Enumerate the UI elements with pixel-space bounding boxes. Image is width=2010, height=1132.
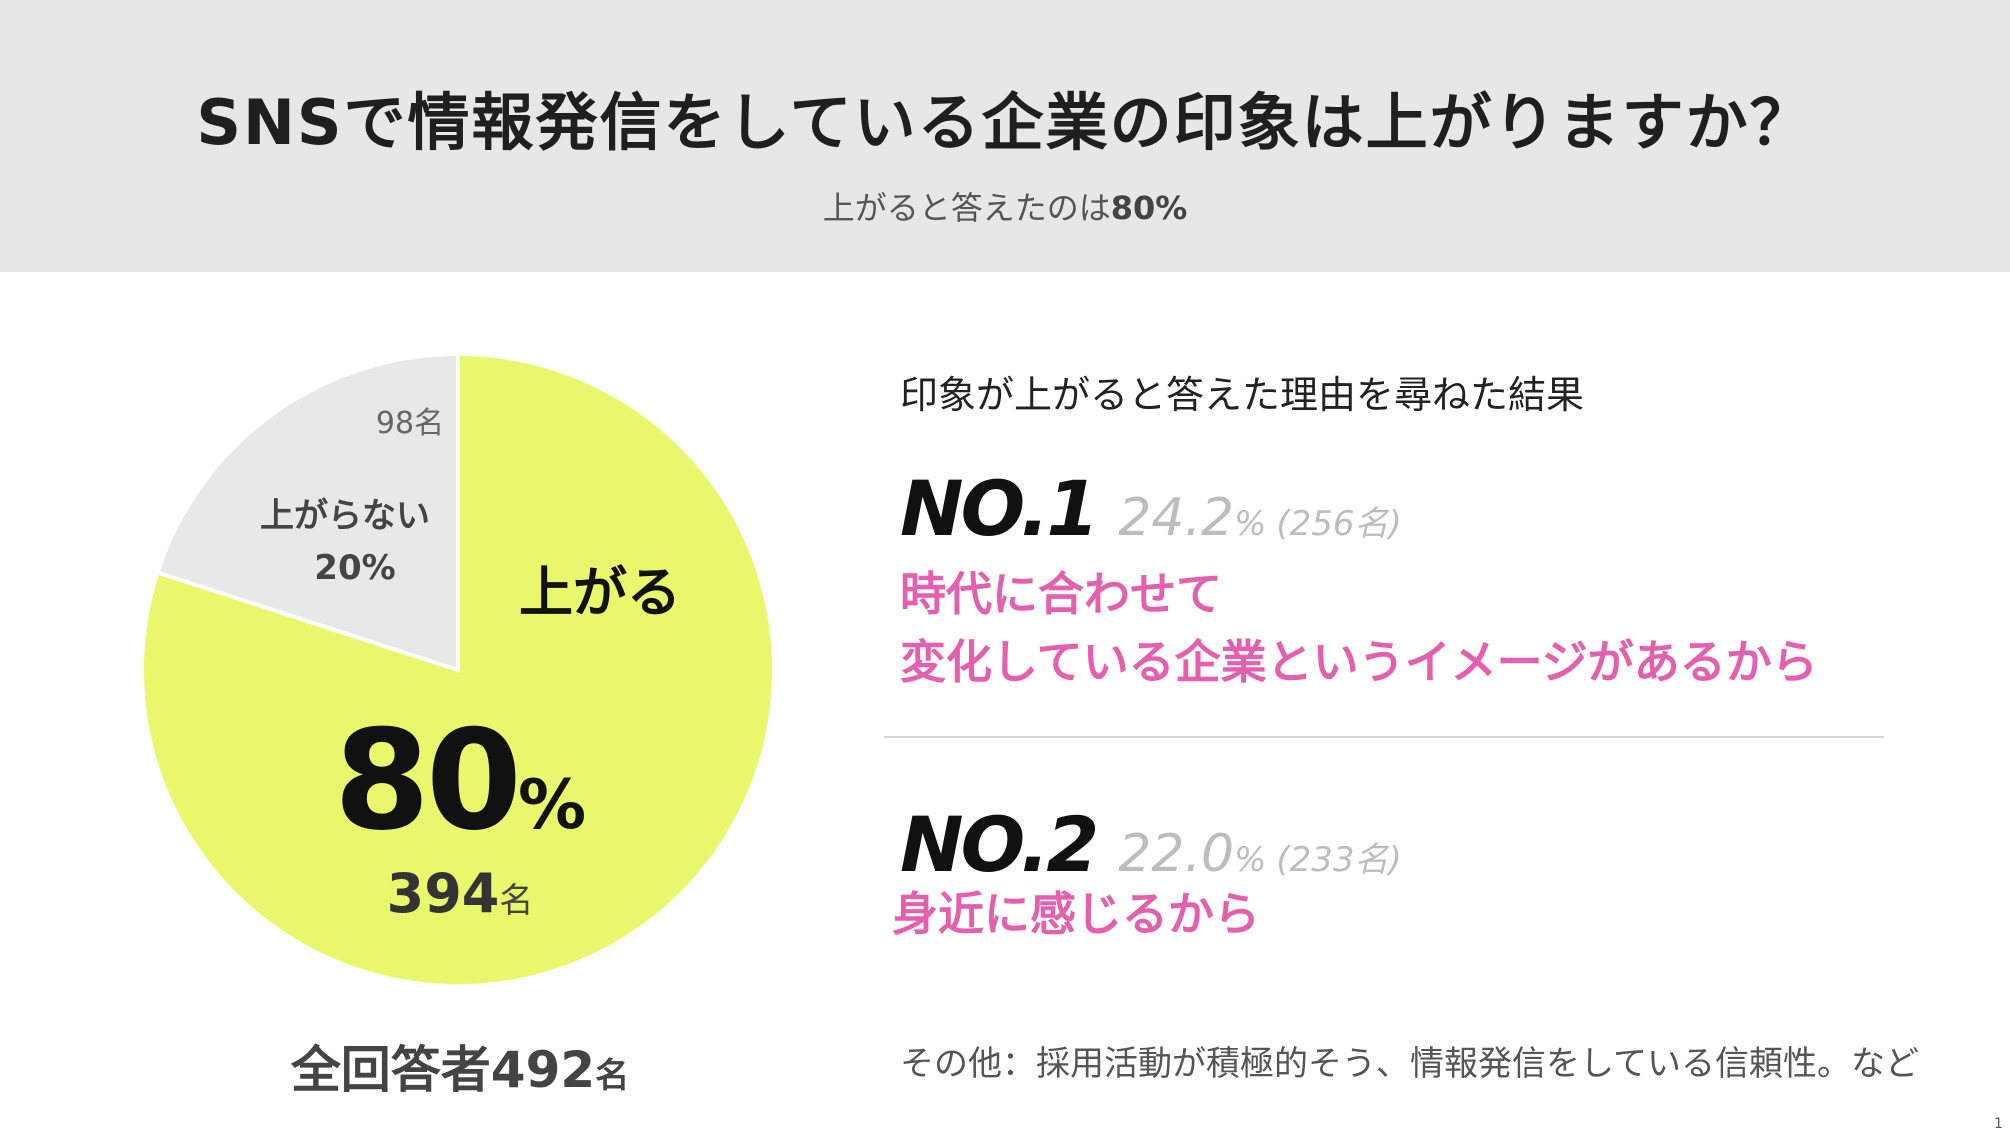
rank-2-count: (233名) [1276, 840, 1402, 880]
total-respondents: 全回答者492名 [200, 1030, 720, 1102]
rank-1-header: NO.1 24.2% (256名) [900, 464, 1402, 553]
page-title: SNSで情報発信をしている企業の印象は上がりますか？ [196, 86, 1814, 159]
rank-2-header: NO.2 22.0% (233名) [900, 800, 1402, 889]
slice-percent-up: 80% [300, 700, 620, 861]
slice-count-not-up: 98名 [375, 406, 445, 441]
subtitle-value: 80% [1110, 189, 1188, 227]
divider [884, 736, 1884, 738]
other-reasons: その他：採用活動が積極的そう、情報発信をしている信頼性。など [900, 1044, 1919, 1084]
rank-2-reason-line-1: 身近に感じるから [892, 887, 1260, 941]
rank-1-reason-line-1: 時代に合わせて [900, 567, 1222, 621]
total-unit: 名 [595, 1056, 630, 1096]
rank-1-reason: 時代に合わせて 変化している企業というイメージがあるから [900, 560, 1818, 696]
percent-unit: % [517, 766, 587, 845]
slice-label-not-up: 上がらない [260, 496, 430, 536]
percent-value: 80 [333, 700, 522, 861]
slice-label-up: 上がる [519, 561, 681, 624]
pie-chart [140, 351, 776, 988]
page-subtitle: 上がると答えたのは80% [0, 183, 2010, 229]
rank-2-reason: 身近に感じるから [892, 880, 1260, 948]
slice-count-up: 394名 [330, 862, 590, 925]
rank-1-count: (256名) [1276, 504, 1402, 544]
header-band: SNSで情報発信をしている企業の印象は上がりますか？ 上がると答えたのは80% [0, 0, 2010, 272]
pie-slice-not-up [154, 351, 460, 673]
count-unit: 名 [499, 881, 534, 921]
rank-2-number: NO.2 [900, 800, 1099, 889]
count-value: 394 [386, 862, 500, 925]
rank-1-number: NO.1 [900, 464, 1099, 553]
rank-1-percent-unit: % [1234, 504, 1267, 544]
reasons-heading: 印象が上がると答えた理由を尋ねた結果 [900, 373, 1585, 417]
rank-1-percent: 24.2 [1118, 488, 1235, 548]
rank-1-reason-line-2: 変化している企業というイメージがあるから [900, 635, 1818, 689]
slice-percent-not-up: 20% [314, 548, 396, 588]
total-text: 全回答者492 [290, 1041, 596, 1099]
rank-2-percent: 22.0 [1118, 824, 1235, 884]
subtitle-text: 上がると答えたのは [822, 189, 1111, 227]
page-number: 1 [1994, 1116, 2003, 1132]
rank-2-percent-unit: % [1234, 840, 1267, 880]
